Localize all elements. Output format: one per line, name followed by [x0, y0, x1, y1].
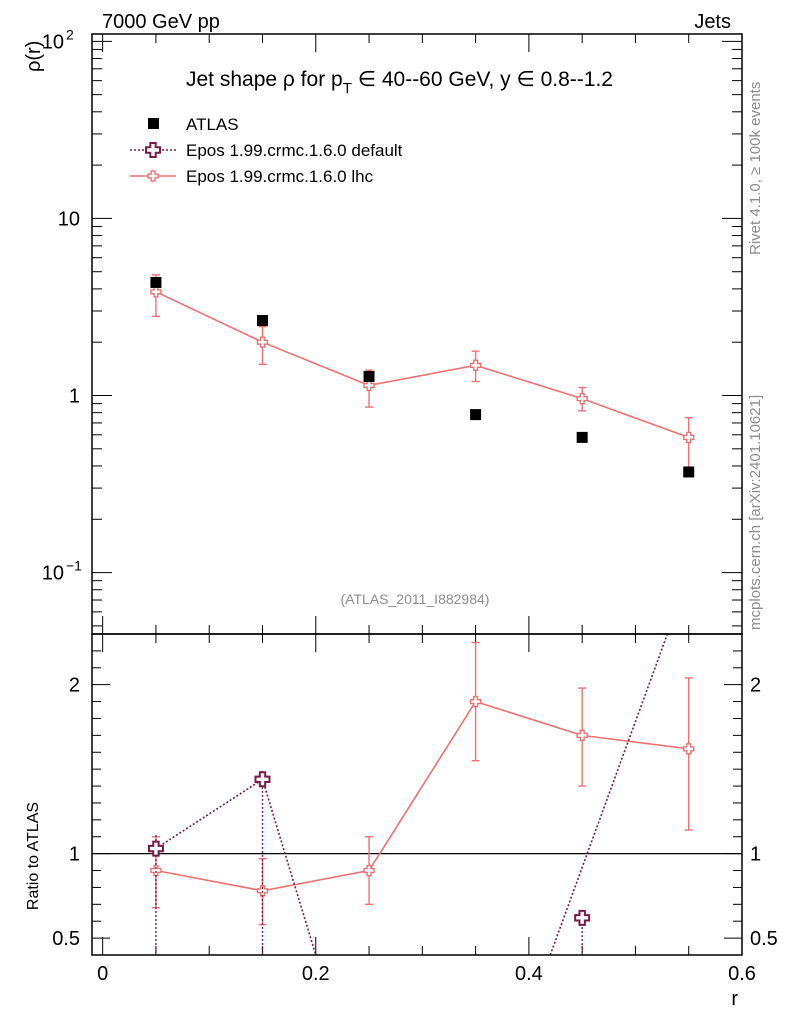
ratio-default-marker [254, 771, 271, 788]
ratio-x-tick-label: 0.2 [302, 963, 330, 985]
main-y-tick-label: 10 [42, 563, 64, 585]
ratio-axis-ticks: 0 0.2 0.4 0.6 0.5 0.5 1 1 2 2 [52, 634, 778, 985]
ratio-x-tick-label: 0.4 [515, 963, 543, 985]
ratio-y-tick-label-right: 2 [750, 675, 761, 697]
main-y-tick-label: 1 [69, 386, 80, 408]
main-y-tick-label: 10 [58, 208, 80, 230]
ratio-lhc-marker [150, 864, 162, 877]
main-y-tick-exponent: −1 [66, 558, 82, 574]
ratio-lhc-marker [683, 743, 695, 755]
atlas-data-point [576, 431, 588, 443]
ratio-default-marker [574, 909, 591, 926]
lhc-series-line [155, 291, 689, 439]
ratio-panel: Ratio to ATLAS 0 0.2 0.4 0.6 0.5 0.5 1 1 2 2 r [25, 633, 778, 1010]
ratio-y-tick-label-left: 1 [69, 844, 80, 866]
ratio-lhc-marker [576, 729, 588, 742]
ratio-frame [91, 633, 743, 956]
header-left: 7000 GeV pp [102, 11, 220, 33]
lhc-marker [576, 392, 588, 405]
ratio-default-line-offscale [549, 634, 669, 955]
legend-default-label: Epos 1.99.crmc.1.6.0 default [186, 141, 403, 160]
atlas-data-point [256, 315, 268, 327]
lhc-marker [469, 359, 482, 372]
ratio-y-tick-label-left: 0.5 [52, 928, 80, 950]
ratio-default-line-offscale [261, 779, 317, 955]
main-data-marks [150, 274, 695, 478]
lhc-marker [256, 336, 269, 348]
side-label-rivet: Rivet 4.1.0, ≥ 100k events [747, 82, 764, 255]
ratio-default-line [155, 778, 263, 850]
side-label-mcplots: mcplots.cern.ch [arXiv:2401.10621] [747, 395, 764, 630]
title-part-a: Jet shape ρ for p [186, 68, 343, 91]
ratio-lhc-line [155, 700, 689, 892]
ratio-x-tick-label: 0.6 [728, 963, 756, 985]
lhc-marker [363, 379, 375, 392]
title-part-b: ∈ 40--60 GeV, y ∈ 0.8--1.2 [352, 68, 613, 91]
legend-atlas-label: ATLAS [186, 115, 239, 134]
atlas-data-point [363, 371, 375, 383]
ratio-data-marks [147, 634, 695, 955]
ratio-x-tick-label: 0 [97, 963, 108, 985]
header-right: Jets [694, 11, 731, 33]
atlas-data-point [470, 409, 482, 421]
main-y-axis-label: ρ(r) [23, 41, 45, 72]
legend-lhc-label: Epos 1.99.crmc.1.6.0 lhc [186, 167, 374, 186]
ratio-lhc-marker [469, 695, 482, 708]
main-y-tick-exponent: 2 [66, 26, 74, 42]
legend-atlas-marker [148, 118, 159, 129]
title-subscript: T [343, 80, 352, 97]
reference-label: (ATLAS_2011_I882984) [341, 591, 490, 607]
x-axis-label: r [731, 988, 738, 1010]
lhc-marker [150, 286, 162, 298]
legend-default-marker [145, 142, 161, 158]
ratio-default-marker [147, 840, 164, 857]
ratio-y-tick-label-left: 2 [69, 675, 80, 697]
atlas-data-point [683, 466, 695, 478]
atlas-data-point [150, 276, 162, 288]
legend-lhc-marker [147, 170, 159, 182]
main-y-tick-label: 10 [42, 31, 64, 53]
main-plot-title: Jet shape ρ for pT ∈ 40--60 GeV, y ∈ 0.8… [186, 68, 613, 97]
legend: ATLAS Epos 1.99.crmc.1.6.0 default Epos 1.… [130, 115, 403, 186]
lhc-marker [683, 431, 695, 444]
ratio-lhc-marker [256, 885, 269, 897]
ratio-y-axis-label: Ratio to ATLAS [25, 802, 42, 910]
ratio-lhc-marker [363, 864, 375, 877]
ratio-y-tick-label-right: 0.5 [750, 928, 778, 950]
ratio-y-tick-label-right: 1 [750, 844, 761, 866]
